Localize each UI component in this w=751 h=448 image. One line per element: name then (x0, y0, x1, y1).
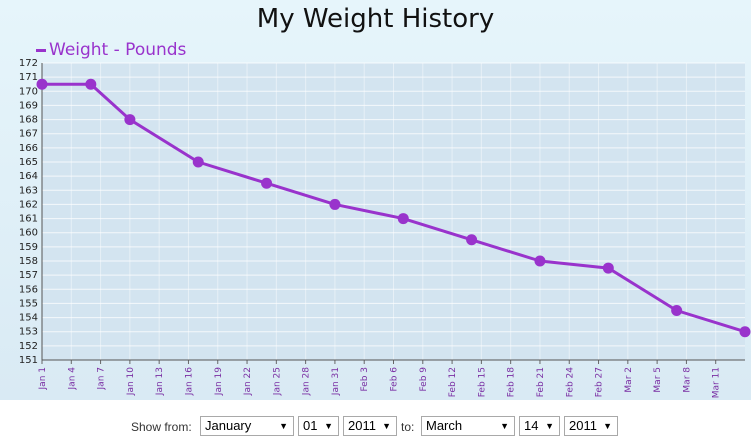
to-month-select[interactable]: March ▼ (421, 416, 515, 436)
x-tick-label: Jan 28 (302, 367, 312, 396)
y-tick-label: 167 (19, 129, 38, 140)
x-tick-label: Feb 15 (477, 367, 487, 397)
x-tick-label: Jan 4 (67, 367, 77, 391)
data-point (192, 156, 204, 168)
y-tick-label: 158 (19, 256, 38, 267)
x-tick-label: Feb 18 (507, 367, 517, 398)
x-tick-label: Jan 1 (38, 367, 48, 390)
y-tick-label: 166 (19, 143, 38, 154)
chart-panel: 151 152 153 154 155 156 157 158 159 160 161 162 163 1… (0, 0, 751, 400)
data-point (261, 177, 273, 189)
x-tick-label: Jan 19 (214, 367, 224, 396)
chevron-down-icon: ▼ (603, 421, 612, 431)
from-day-value: 01 (303, 418, 318, 433)
date-range-controls: Show from: January ▼ 01 ▼ 2011 ▼ to: March ▼… (0, 416, 751, 440)
from-year-value: 2011 (348, 418, 376, 433)
to-month-value: March (426, 418, 463, 433)
x-tick-label: Jan 7 (97, 367, 107, 390)
plot-area (42, 63, 745, 360)
x-tick-label: Feb 9 (419, 367, 429, 392)
chevron-down-icon: ▼ (324, 421, 333, 431)
from-month-select[interactable]: January ▼ (200, 416, 294, 436)
x-tick-label: Mar 11 (712, 367, 722, 398)
y-tick-label: 168 (19, 115, 38, 126)
legend-label: Weight - Pounds (49, 40, 187, 60)
x-tick-label: Feb 6 (390, 367, 400, 392)
y-tick-label: 160 (19, 228, 38, 239)
data-point (329, 198, 341, 210)
x-tick-label: Jan 13 (155, 367, 165, 396)
data-point (397, 213, 409, 225)
y-tick-label: 155 (19, 298, 38, 309)
x-tick-label: Jan 16 (184, 367, 194, 396)
weight-series-line (42, 82, 746, 334)
y-tick-label: 169 (19, 100, 38, 111)
to-label: to: (401, 420, 415, 434)
data-point (534, 255, 546, 267)
y-tick-label: 162 (19, 199, 38, 210)
data-point (85, 78, 97, 90)
y-tick-label: 156 (19, 284, 38, 295)
data-point (739, 326, 751, 338)
from-day-select[interactable]: 01 ▼ (298, 416, 339, 436)
data-point (602, 262, 614, 274)
y-tick-label: 154 (19, 313, 38, 324)
y-tick-label: 171 (19, 72, 38, 83)
data-point (36, 78, 48, 90)
y-tick-label: 151 (19, 355, 38, 366)
legend-swatch (36, 48, 46, 52)
y-tick-label: 161 (19, 214, 38, 225)
y-tick-label: 164 (19, 171, 38, 182)
y-tick-label: 165 (19, 157, 38, 168)
from-month-value: January (205, 418, 252, 433)
data-point (671, 305, 683, 316)
to-year-select[interactable]: 2011 ▼ (564, 416, 618, 436)
chevron-down-icon: ▼ (500, 421, 509, 431)
y-tick-label: 163 (19, 185, 38, 196)
x-tick-label: Jan 22 (243, 367, 253, 396)
show-from-label: Show from: (131, 420, 192, 434)
y-tick-label: 153 (19, 327, 38, 338)
line-chart: 151 152 153 154 155 156 157 158 159 160 161 162 163 1… (19, 58, 751, 398)
to-day-select[interactable]: 14 ▼ (519, 416, 560, 436)
x-tick-label: Mar 2 (624, 367, 634, 393)
x-tick-label: Jan 31 (331, 367, 341, 396)
chevron-down-icon: ▼ (279, 421, 288, 431)
data-point (466, 234, 478, 246)
x-tick-label: Feb 21 (536, 367, 546, 397)
x-tick-label: Mar 5 (653, 367, 663, 393)
y-tick-label: 172 (19, 58, 38, 69)
y-tick-label: 170 (19, 86, 38, 97)
to-day-value: 14 (524, 418, 539, 433)
data-point (124, 114, 136, 126)
chart-title: My Weight History (256, 4, 495, 34)
legend: Weight - Pounds (36, 40, 186, 60)
chevron-down-icon: ▼ (545, 421, 554, 431)
x-tick-label: Feb 24 (565, 367, 575, 398)
x-tick-label: Jan 25 (272, 367, 282, 396)
x-tick-label: Feb 12 (448, 367, 458, 397)
chevron-down-icon: ▼ (382, 421, 391, 431)
y-tick-label: 157 (19, 270, 38, 281)
y-tick-label: 152 (19, 341, 38, 352)
x-tick-label: Mar 8 (682, 367, 692, 393)
x-tick-label: Feb 3 (360, 367, 370, 392)
from-year-select[interactable]: 2011 ▼ (343, 416, 397, 436)
y-tick-label: 159 (19, 242, 38, 253)
x-tick-label: Jan 10 (126, 367, 136, 396)
to-year-value: 2011 (569, 418, 597, 433)
x-tick-label: Feb 27 (595, 367, 605, 397)
